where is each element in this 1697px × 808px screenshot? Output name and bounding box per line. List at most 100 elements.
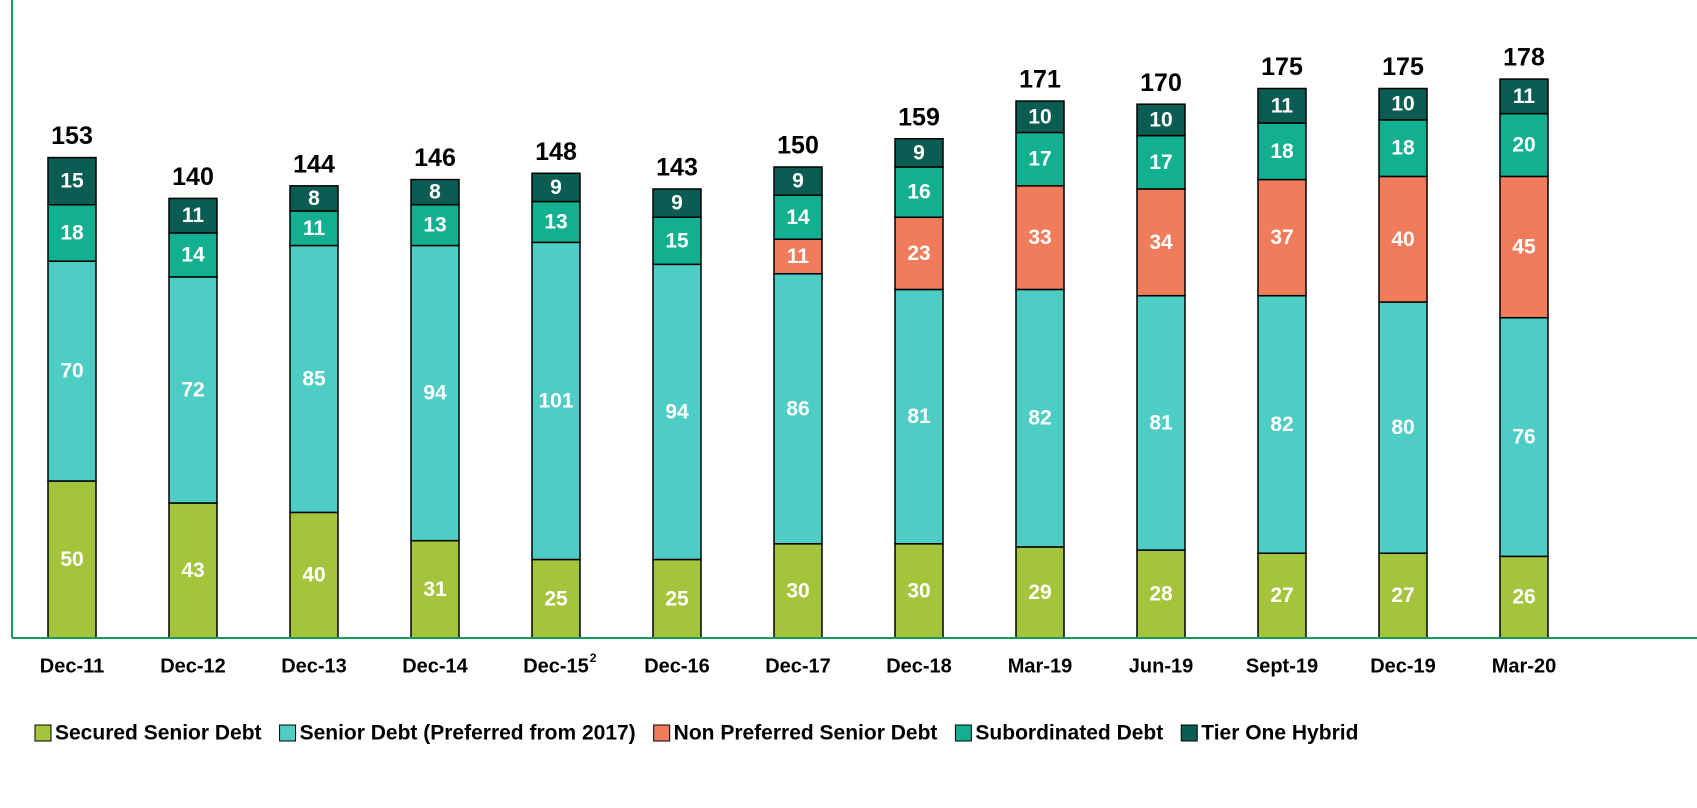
- bar-segment: [894, 137, 944, 168]
- bar-segment: [1499, 175, 1549, 319]
- bar-segment: [1136, 188, 1186, 297]
- legend-label: Subordinated Debt: [975, 722, 1163, 745]
- legend-swatch: [279, 724, 297, 742]
- total-label: 159: [898, 103, 940, 131]
- total-label: 175: [1382, 53, 1424, 81]
- bar-segment: [1257, 87, 1307, 124]
- x-tick-label: Dec-18: [886, 655, 952, 677]
- bar-segment: [1499, 78, 1549, 115]
- data-label: 11: [1513, 85, 1536, 108]
- data-label: 72: [181, 378, 204, 401]
- data-label: 15: [665, 229, 689, 252]
- total-label: 175: [1261, 53, 1303, 81]
- data-label: 8: [429, 181, 441, 204]
- bar-segment: [652, 558, 702, 639]
- total-label: 171: [1019, 66, 1061, 94]
- data-label: 25: [665, 587, 689, 610]
- total-label: 140: [172, 163, 214, 191]
- data-label: 9: [671, 192, 683, 215]
- data-label: 34: [1149, 231, 1173, 254]
- bar-segment: [289, 244, 339, 514]
- legend-label: Senior Debt (Preferred from 2017): [300, 722, 636, 745]
- bar-segment: [773, 194, 823, 240]
- bar-segment: [289, 210, 339, 247]
- bar-segment: [1378, 175, 1428, 303]
- x-tick-label: Dec-17: [765, 655, 831, 677]
- data-label: 9: [550, 176, 562, 199]
- bar-segment: [168, 232, 218, 278]
- bar-segment: [531, 558, 581, 639]
- data-label: 17: [1028, 148, 1051, 171]
- data-label: 80: [1391, 416, 1414, 439]
- data-label: 14: [181, 243, 205, 266]
- bar-segment: [1378, 119, 1428, 178]
- bar-segment: [1257, 122, 1307, 181]
- x-tick-label: Mar-20: [1492, 655, 1556, 677]
- data-label: 23: [907, 242, 930, 265]
- data-label: 43: [181, 559, 204, 582]
- bar-segment: [1499, 112, 1549, 178]
- data-label: 20: [1512, 134, 1535, 157]
- data-label: 18: [1270, 140, 1294, 163]
- data-label: 31: [423, 578, 447, 601]
- legend-swatch: [1180, 724, 1198, 742]
- data-label: 9: [792, 170, 804, 193]
- bar-segment: [47, 260, 97, 482]
- data-label: 101: [538, 389, 573, 412]
- data-label: 17: [1149, 151, 1172, 174]
- x-tick-label: Dec-15: [523, 655, 589, 677]
- data-label: 94: [423, 382, 447, 405]
- legend-label: Secured Senior Debt: [55, 722, 262, 745]
- data-label: 81: [907, 405, 931, 428]
- total-label: 150: [777, 132, 819, 160]
- legend-swatch: [34, 724, 52, 742]
- bar-segment: [289, 185, 339, 212]
- bar-segment: [410, 178, 460, 206]
- bar-segment: [531, 241, 581, 561]
- data-label: 40: [1391, 228, 1414, 251]
- data-label: 50: [60, 548, 83, 571]
- bar-segment: [1499, 555, 1549, 639]
- data-label: 25: [544, 587, 568, 610]
- x-tick-label: Dec-11: [40, 655, 105, 677]
- total-label: 178: [1503, 44, 1545, 72]
- bar-segment: [894, 543, 944, 639]
- bar-segment: [773, 166, 823, 197]
- legend-label: Non Preferred Senior Debt: [674, 722, 938, 745]
- bar-segment: [894, 216, 944, 291]
- bar-segment: [47, 480, 97, 639]
- total-label: 170: [1140, 69, 1182, 97]
- total-label: 144: [293, 150, 335, 178]
- x-tick-label: Dec-13: [281, 655, 347, 677]
- bar-segment: [168, 197, 218, 234]
- data-label: 10: [1391, 93, 1414, 116]
- data-label: 28: [1149, 583, 1173, 606]
- bar-segment: [773, 238, 823, 275]
- x-tick-label: Sept-19: [1246, 655, 1318, 677]
- data-label: 15: [60, 170, 84, 193]
- data-label: 10: [1028, 105, 1051, 128]
- data-label: 11: [1271, 94, 1294, 117]
- bar-segment: [1015, 100, 1065, 134]
- legend-label: Tier One Hybrid: [1201, 722, 1358, 745]
- data-label: 81: [1149, 411, 1173, 434]
- legend-swatch: [954, 724, 972, 742]
- data-label: 45: [1512, 236, 1536, 259]
- bar-segment: [652, 188, 702, 218]
- bar-segment: [410, 203, 460, 247]
- data-label: 11: [787, 245, 810, 268]
- bar-segment: [1015, 131, 1065, 187]
- x-tick-label: Mar-19: [1008, 655, 1072, 677]
- data-label: 13: [423, 214, 446, 237]
- data-label: 16: [907, 181, 930, 204]
- x-tick-label: Dec-14: [402, 655, 468, 677]
- data-label: 14: [786, 206, 810, 229]
- bar-segment: [1378, 552, 1428, 639]
- data-label: 9: [913, 141, 925, 164]
- data-label: 33: [1028, 226, 1051, 249]
- total-label: 146: [414, 144, 456, 172]
- bar-segment: [1136, 103, 1186, 137]
- bar-segment: [1257, 178, 1307, 297]
- data-label: 82: [1270, 413, 1293, 436]
